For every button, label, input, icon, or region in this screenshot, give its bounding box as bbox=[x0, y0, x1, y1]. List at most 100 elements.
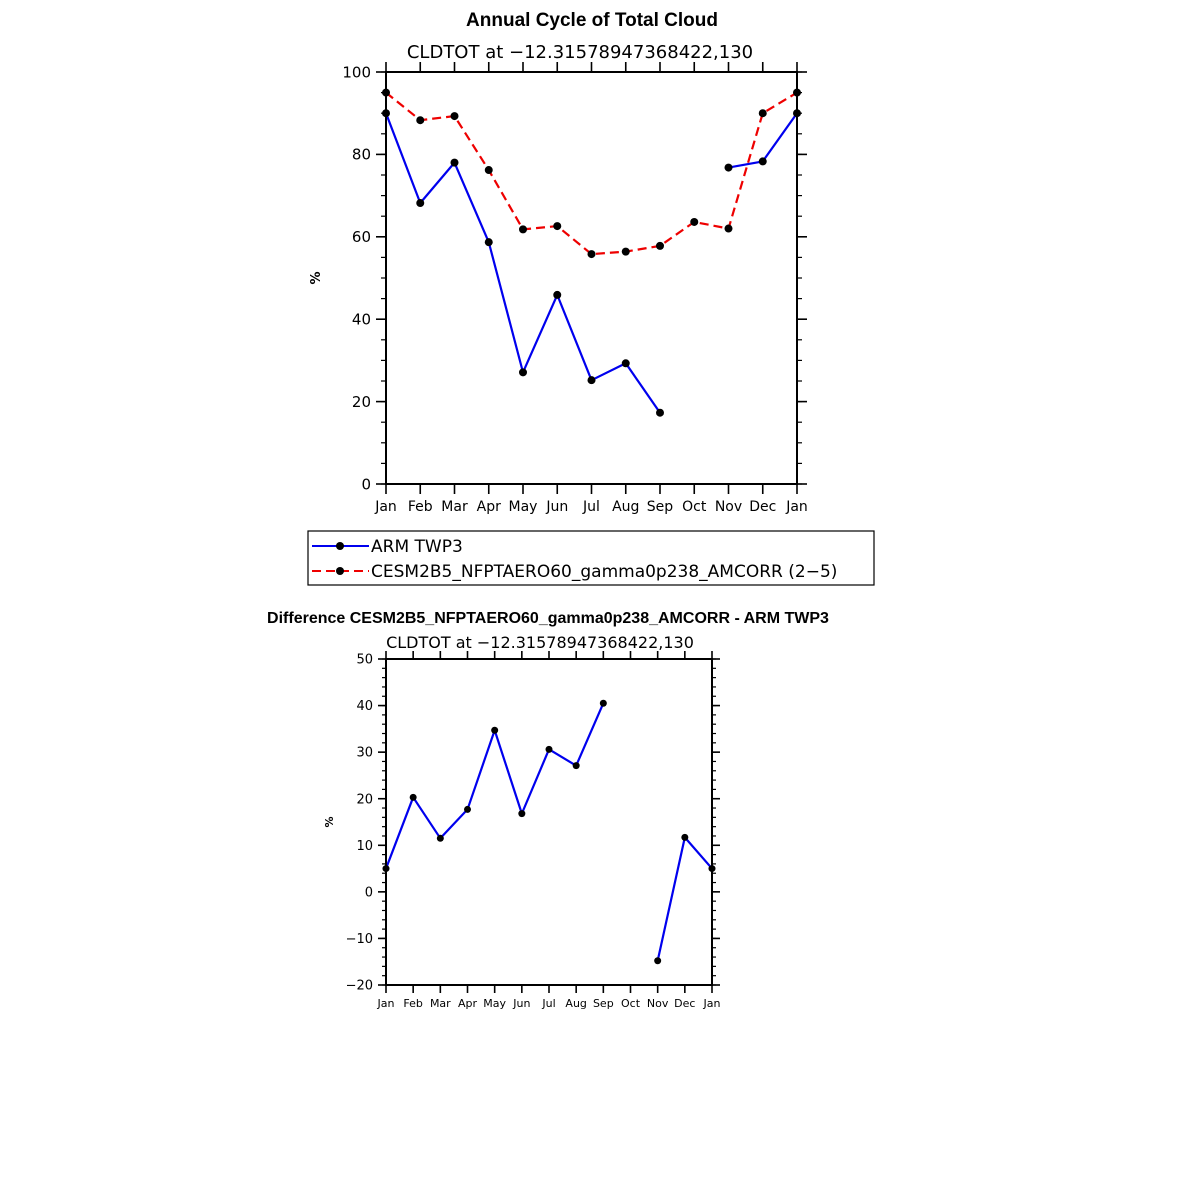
data-point bbox=[553, 222, 562, 231]
x-tick-label: Mar bbox=[441, 499, 468, 515]
data-point bbox=[758, 157, 767, 166]
x-tick-label: Sep bbox=[593, 997, 614, 1010]
data-point bbox=[724, 163, 733, 172]
series-line bbox=[385, 91, 798, 256]
y-tick-label: 80 bbox=[352, 146, 371, 164]
x-tick-label: Aug bbox=[565, 997, 586, 1010]
chart2-y-axis-label: % bbox=[323, 816, 336, 827]
chart2-title: Difference CESM2B5_NFPTAERO60_gamma0p238… bbox=[267, 610, 829, 627]
y-tick-label: 0 bbox=[361, 475, 371, 493]
data-point bbox=[484, 238, 493, 247]
data-point bbox=[656, 408, 664, 417]
y-tick-label: 20 bbox=[352, 393, 371, 411]
x-tick-label: Jul bbox=[582, 499, 600, 515]
data-point bbox=[450, 112, 459, 121]
series-0 bbox=[382, 109, 801, 417]
y-tick-label: 40 bbox=[352, 310, 371, 328]
x-tick-label: Jan bbox=[377, 997, 395, 1010]
data-point bbox=[599, 699, 607, 707]
x-tick-label: Oct bbox=[621, 997, 641, 1010]
chart2-series bbox=[382, 699, 716, 965]
x-tick-label: Jul bbox=[541, 997, 555, 1010]
chart2-subtitle: CLDTOT at −12.31578947368422,130 bbox=[386, 633, 694, 652]
y-tick-label: −10 bbox=[346, 932, 373, 947]
x-tick-label: Feb bbox=[403, 997, 422, 1010]
series-0 bbox=[382, 699, 716, 965]
data-point bbox=[572, 762, 580, 770]
data-point bbox=[464, 805, 471, 813]
x-tick-label: Dec bbox=[749, 499, 776, 515]
x-tick-label: Jan bbox=[374, 499, 397, 515]
x-tick-label: Jan bbox=[703, 997, 721, 1010]
data-point bbox=[416, 199, 425, 208]
data-point bbox=[724, 224, 733, 233]
data-point bbox=[758, 109, 767, 118]
data-point bbox=[519, 225, 527, 234]
chart1-ticks bbox=[376, 62, 807, 494]
data-point bbox=[409, 793, 417, 801]
chart1-title: Annual Cycle of Total Cloud bbox=[466, 10, 718, 31]
x-tick-label: May bbox=[509, 499, 538, 515]
series-1 bbox=[382, 88, 801, 259]
data-point bbox=[690, 217, 699, 226]
x-tick-label: Sep bbox=[647, 499, 674, 515]
data-point bbox=[656, 241, 664, 250]
data-point bbox=[518, 810, 526, 818]
x-tick-label: Dec bbox=[674, 997, 695, 1010]
difference-chart: Difference CESM2B5_NFPTAERO60_gamma0p238… bbox=[267, 610, 829, 1010]
x-tick-label: May bbox=[483, 997, 506, 1010]
y-tick-label: 10 bbox=[356, 839, 373, 854]
data-point bbox=[491, 726, 499, 734]
legend-cesm-marker bbox=[336, 567, 344, 575]
x-tick-label: Apr bbox=[458, 997, 478, 1010]
y-tick-label: −20 bbox=[346, 979, 373, 994]
chart1-series bbox=[382, 88, 801, 417]
data-point bbox=[654, 957, 662, 965]
y-tick-label: 100 bbox=[342, 63, 371, 81]
x-tick-label: Feb bbox=[408, 499, 433, 515]
x-tick-label: Nov bbox=[647, 997, 669, 1010]
data-point bbox=[484, 166, 493, 175]
chart1-legend: ARM TWP3 CESM2B5_NFPTAERO60_gamma0p238_A… bbox=[307, 530, 875, 586]
y-tick-label: 50 bbox=[356, 653, 373, 668]
x-tick-label: Apr bbox=[477, 499, 501, 515]
legend-arm-label: ARM TWP3 bbox=[371, 537, 463, 557]
chart1-y-axis-label: % bbox=[309, 271, 324, 284]
data-point bbox=[587, 376, 596, 385]
series-line bbox=[656, 836, 713, 962]
x-tick-label: Aug bbox=[612, 499, 639, 515]
data-point bbox=[416, 116, 425, 125]
chart1-y-tick-labels: 0 20 40 60 80 100 bbox=[342, 63, 371, 493]
data-point bbox=[450, 158, 459, 167]
data-point bbox=[587, 250, 596, 259]
legend-box bbox=[307, 530, 875, 586]
annual-cycle-chart: Annual Cycle of Total Cloud CLDTOT at −1… bbox=[307, 10, 875, 586]
x-tick-label: Mar bbox=[430, 997, 451, 1010]
y-tick-label: 20 bbox=[356, 792, 373, 807]
data-point bbox=[436, 834, 444, 842]
legend-arm-marker bbox=[336, 542, 344, 550]
data-point bbox=[621, 359, 630, 368]
x-tick-label: Oct bbox=[682, 499, 707, 515]
data-point bbox=[545, 745, 553, 753]
chart1-plot-frame bbox=[385, 71, 798, 485]
x-tick-label: Nov bbox=[715, 499, 742, 515]
y-tick-label: 40 bbox=[356, 699, 373, 714]
data-point bbox=[553, 290, 562, 299]
legend-cesm-label: CESM2B5_NFPTAERO60_gamma0p238_AMCORR (2−… bbox=[371, 562, 837, 582]
x-tick-label: Jun bbox=[512, 997, 530, 1010]
y-tick-label: 0 bbox=[365, 885, 373, 900]
y-tick-label: 60 bbox=[352, 228, 371, 246]
series-line bbox=[384, 112, 661, 414]
chart2-x-tick-labels: Jan Feb Mar Apr May Jun Jul Aug Sep Oct Nov Dec Jan bbox=[377, 997, 721, 1010]
chart1-subtitle: CLDTOT at −12.31578947368422,130 bbox=[407, 42, 753, 63]
x-tick-label: Jun bbox=[545, 499, 568, 515]
chart2-y-tick-labels: −20 −10 0 10 20 30 40 50 bbox=[346, 653, 373, 994]
data-point bbox=[681, 833, 689, 841]
data-point bbox=[519, 368, 527, 377]
chart1-x-tick-labels: Jan Feb Mar Apr May Jun Jul Aug Sep Oct Nov Dec Jan bbox=[374, 499, 808, 515]
x-tick-label: Jan bbox=[785, 499, 808, 515]
chart2-plot-frame bbox=[385, 658, 713, 986]
y-tick-label: 30 bbox=[356, 746, 373, 761]
